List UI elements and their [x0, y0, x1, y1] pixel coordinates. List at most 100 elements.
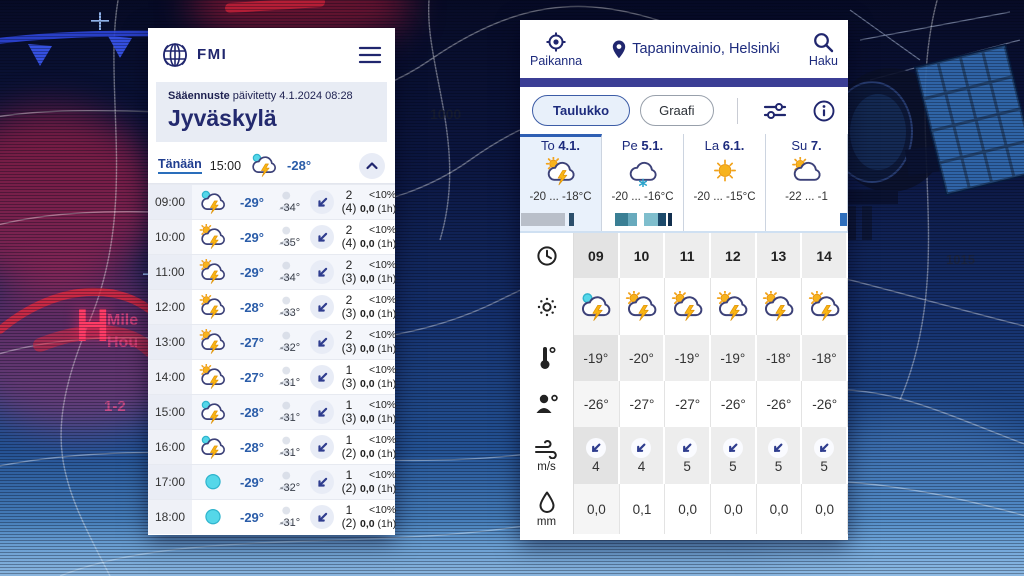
day-weather-icon	[684, 153, 765, 191]
row-weather-icon	[192, 293, 234, 320]
today-link[interactable]: Tänään	[158, 157, 202, 174]
location-name: Tapaninvainio, Helsinki	[632, 41, 780, 57]
forecast-row-16:00[interactable]: 16:00 -28° -31° 1 (2) <10% 0,0 (1h)	[148, 429, 396, 464]
day-color-strip-segment	[668, 213, 672, 226]
row-wind-direction	[306, 225, 338, 249]
weather-cell-14	[802, 278, 848, 335]
row-wind-speed: 2 (4)	[341, 223, 357, 250]
day-color-strip-segment	[840, 213, 847, 226]
row-feels-like: -31°	[270, 504, 306, 530]
row-temperature: -27°	[240, 369, 264, 385]
wind-direction-icon	[677, 437, 698, 458]
row-temperature: -29°	[240, 474, 264, 490]
day-temp-range: -20 ... -16°C	[611, 191, 674, 203]
day-color-strip	[766, 213, 847, 226]
wind-row: m/s 4 4 5 5 5 5	[520, 427, 848, 484]
hour-cell-13: 13	[756, 233, 803, 278]
day-tab-label: Su 7.	[791, 138, 822, 153]
forecast-location-card: Sääennuste päivitetty 4.1.2024 08:28 Jyv…	[156, 82, 387, 142]
search-button[interactable]: Haku	[809, 31, 838, 68]
row-wind-speed: 2 (3)	[341, 328, 357, 355]
forecast-row-09:00[interactable]: 09:00 -29° -34° 2 (4) <10% 0,0 (1h)	[148, 184, 396, 219]
summary-temperature: -28°	[287, 158, 312, 173]
fmi-logo[interactable]: FMI	[160, 40, 227, 70]
wind-direction-icon	[585, 437, 606, 458]
row-weather-icon	[192, 434, 234, 460]
forecast-row-11:00[interactable]: 11:00 -29° -34° 2 (3) <10% 0,0 (1h)	[148, 254, 397, 289]
precipitation-cell-11: 0,0	[665, 484, 711, 534]
collapse-chevron-button[interactable]	[359, 152, 385, 179]
row-temperature: -28°	[240, 299, 264, 315]
forecast-row-15:00[interactable]: 15:00 -28° -31° 1 (3) <10% 0,0 (1h)	[148, 394, 396, 429]
day-tab-la[interactable]: La 6.1. -20 ... -15°C	[684, 134, 766, 231]
hour-row: 09 10 11 12 13 14	[520, 233, 848, 278]
forecast-row-14:00[interactable]: 14:00 -27° -31° 1 (3) <10% 0,0 (1h)	[148, 359, 396, 394]
hourly-forecast-list: 09:00 -29° -34° 2 (4) <10% 0,0 (1h) 10:00 -…	[148, 184, 397, 534]
row-precipitation: <10% 0,0 (1h)	[360, 294, 397, 320]
tab-taulukko[interactable]: Taulukko	[532, 95, 631, 126]
day-color-strip	[684, 213, 765, 226]
temperature-cell-12: -19°	[711, 335, 757, 381]
forecast-row-17:00[interactable]: 17:00 -29° -32° 1 (2) <10% 0,0 (1h)	[148, 464, 396, 499]
fmi-web-panel: Paikanna Tapaninvainio, Helsinki Haku Ta…	[520, 20, 848, 540]
day-tab-to[interactable]: To 4.1. -20 ... -18°C	[520, 134, 602, 231]
locate-button[interactable]: Paikanna	[530, 31, 582, 68]
feels-like-cell-13: -26°	[756, 381, 803, 427]
wind-direction-icon	[768, 437, 789, 458]
day-color-strip	[520, 213, 601, 226]
today-summary-row[interactable]: Tänään 15:00 -28°	[148, 148, 395, 184]
info-icon[interactable]	[812, 99, 836, 123]
precipitation-cell-14: 0,0	[802, 484, 848, 534]
fmi-brand-label: FMI	[197, 46, 228, 63]
row-wind-direction	[306, 400, 338, 424]
day-temp-range: -22 ... -1	[785, 191, 828, 203]
wind-direction-icon	[310, 190, 334, 214]
locate-label: Paikanna	[530, 53, 583, 68]
tab-graafi[interactable]: Graafi	[640, 95, 714, 126]
day-tab-pe[interactable]: Pe 5.1. -20 ... -16°C	[602, 134, 684, 231]
row-wind-speed: 1 (2)	[341, 433, 357, 460]
wind-label: m/s	[520, 427, 574, 484]
forecast-row-10:00[interactable]: 10:00 -29° -35° 2 (4) <10% 0,0 (1h)	[148, 219, 396, 254]
day-temp-range: -20 ... -15°C	[693, 191, 756, 203]
row-feels-like: -33°	[270, 294, 306, 320]
forecast-row-12:00[interactable]: 12:00 -28° -33° 2 (3) <10% 0,0 (1h)	[148, 289, 397, 324]
day-color-strip-segment	[569, 213, 574, 226]
row-precipitation: <10% 0,0 (1h)	[360, 259, 397, 285]
location-header: Paikanna Tapaninvainio, Helsinki Haku	[520, 20, 848, 78]
wind-direction-icon	[310, 400, 334, 424]
row-time: 10:00	[148, 220, 192, 254]
row-time: 13:00	[148, 325, 192, 359]
search-icon	[812, 31, 834, 53]
row-weather-icon	[192, 363, 234, 390]
day-tab-su[interactable]: Su 7. -22 ... -1	[766, 134, 848, 231]
settings-sliders-icon[interactable]	[762, 99, 788, 123]
menu-icon[interactable]	[357, 44, 383, 66]
row-time: 09:00	[148, 185, 192, 219]
feels-like-cell-14: -26°	[802, 381, 848, 427]
row-wind-speed: 1 (2)	[341, 468, 357, 495]
forecast-row-13:00[interactable]: 13:00 -27° -32° 2 (3) <10% 0,0 (1h)	[148, 324, 396, 359]
satellite-graphic	[831, 9, 1024, 240]
day-color-strip-segment	[521, 213, 565, 226]
row-wind-direction	[306, 505, 338, 529]
wind-cell-13: 5	[756, 427, 803, 484]
wind-cell-14: 5	[802, 427, 848, 484]
row-weather-icon	[192, 504, 234, 530]
forecast-row-18:00[interactable]: 18:00 -29° -31° 1 (2) <10% 0,0 (1h)	[148, 499, 396, 534]
wind-direction-icon	[722, 437, 743, 458]
wind-cell-09: 4	[574, 427, 620, 484]
row-time: 14:00	[148, 360, 192, 394]
day-weather-icon	[602, 153, 683, 191]
row-time: 15:00	[148, 395, 192, 429]
wind-direction-icon	[310, 330, 334, 354]
current-location[interactable]: Tapaninvainio, Helsinki	[582, 39, 809, 59]
row-wind-direction	[306, 330, 338, 354]
row-weather-icon	[192, 469, 234, 495]
temperature-cell-09: -19°	[574, 335, 620, 381]
row-wind-direction	[306, 295, 338, 319]
row-wind-speed: 1 (2)	[341, 503, 357, 530]
row-wind-speed: 2 (3)	[341, 258, 357, 285]
forecast-updated-bold: Sääennuste	[168, 90, 230, 102]
row-wind-direction	[306, 470, 338, 494]
